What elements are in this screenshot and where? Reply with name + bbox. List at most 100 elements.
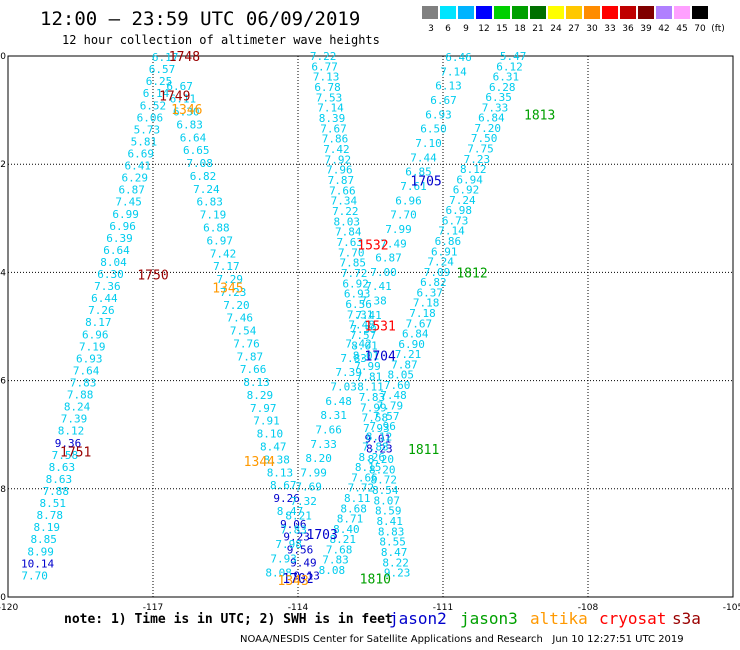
wave-height-value: 9.13 [293, 569, 320, 582]
wave-height-value: 7.19 [79, 340, 106, 353]
legend-swatch [656, 6, 672, 19]
wave-height-value: 7.18 [413, 297, 440, 310]
wave-height-value: 7.72 [348, 482, 375, 495]
wave-height-value: 9.36 [55, 437, 82, 450]
wave-height-value: 8.19 [33, 521, 60, 534]
legend-swatch [674, 6, 690, 19]
wave-height-value: 6.46 [445, 51, 472, 64]
wave-height-value: 8.38 [263, 453, 290, 466]
wave-height-value: 7.86 [322, 133, 349, 146]
pass-time-label: 1346 [171, 103, 202, 118]
wave-height-value: 7.14 [438, 225, 465, 238]
pass-time-label: 1812 [456, 266, 487, 281]
wave-height-value: 8.20 [368, 453, 395, 466]
wave-height-value: 6.92 [453, 184, 480, 197]
wave-height-value: 8.85 [30, 533, 57, 546]
wave-height-value: 8.59 [375, 505, 402, 518]
wave-height-value: 6.93 [76, 352, 103, 365]
pass-time-label: 1343 [278, 574, 309, 589]
wave-height-value: 8.67 [270, 479, 297, 492]
wave-height-value: 6.56 [345, 298, 372, 311]
wave-height-value: 6.97 [206, 234, 233, 247]
wave-height-value: 8.13 [243, 376, 270, 389]
wave-height-value: 5.81 [131, 135, 158, 148]
satellite-cryosat: cryosat [599, 609, 667, 628]
wave-height-value: 7.66 [240, 363, 267, 376]
map-subtitle: 12 hour collection of altimeter wave hei… [62, 33, 380, 47]
wave-height-value: 7.50 [471, 132, 498, 145]
legend-swatch [476, 6, 492, 19]
satellite-jason3: jason3 [460, 609, 518, 628]
legend-label: 45 [676, 24, 688, 34]
wave-height-value: 8.47 [260, 441, 287, 454]
wave-height-value: 6.64 [180, 131, 207, 144]
legend-label: 12 [478, 24, 490, 34]
pass-time-label: 1531 [365, 320, 396, 335]
wave-height-value: 8.03 [334, 215, 361, 228]
legend-label: 39 [640, 24, 652, 34]
wave-height-value: 7.39 [350, 323, 377, 336]
satellite-jason2: jason2 [389, 609, 447, 628]
wave-height-value: 7.41 [365, 280, 392, 293]
wave-height-value: 6.88 [203, 221, 230, 234]
x-tick-label: -108 [578, 603, 599, 613]
wave-height-value: 7.00 [370, 266, 397, 279]
wave-height-value: 7.70 [390, 209, 417, 222]
wave-height-value: 6.44 [91, 292, 118, 305]
satellite-altika: altika [530, 609, 588, 628]
wave-height-value: 7.44 [410, 151, 437, 164]
wave-height-value: 8.12 [460, 163, 487, 176]
wave-height-value: 7.70 [21, 569, 48, 582]
wave-height-value: 7.39 [335, 366, 362, 379]
wave-height-value: 7.08 [186, 157, 213, 170]
wave-height-value: 7.61 [400, 180, 427, 193]
wave-height-value: 9.01 [365, 432, 392, 445]
wave-height-value: 7.26 [88, 304, 115, 317]
wave-height-value: 7.87 [237, 350, 264, 363]
wave-height-value: 8.99 [27, 545, 54, 558]
wave-height-value: 8.41 [376, 515, 403, 528]
legend-swatch [422, 6, 438, 19]
pass-time-label: 1702 [282, 572, 313, 587]
wave-height-value: 6.06 [137, 111, 164, 124]
wave-height-value: 7.18 [409, 307, 436, 320]
wave-height-value: 8.40 [333, 523, 360, 536]
wave-height-value: 6.77 [311, 60, 338, 73]
wave-height-value: 7.17 [213, 260, 240, 273]
wave-height-value: 8.01 [353, 350, 380, 363]
wave-height-value: 7.21 [395, 348, 422, 361]
x-tick-label: -117 [143, 603, 163, 613]
wave-height-value: 8.47 [277, 505, 304, 518]
pass-time-label: 1810 [360, 573, 391, 588]
y-tick-label: -8 [0, 485, 6, 495]
wave-height-value: 6.13 [435, 80, 462, 93]
satellite-s3a: s3a [672, 609, 701, 628]
wave-height-value: 6.83 [176, 118, 203, 131]
wave-height-value: 8.11 [344, 492, 371, 505]
wave-height-value: 6.48 [325, 395, 352, 408]
wave-height-value: 7.20 [223, 299, 250, 312]
wave-height-value: 6.28 [489, 81, 516, 94]
wave-height-value: 6.50 [420, 123, 447, 136]
wave-height-value: 7.58 [52, 449, 79, 462]
legend-label: 18 [514, 24, 526, 34]
wave-height-value: 8.10 [257, 428, 284, 441]
pass-time-label: 1751 [60, 446, 91, 461]
wave-height-value: 7.57 [350, 329, 377, 342]
wave-height-value: 8.15 [355, 461, 382, 474]
wave-height-value: 8.12 [58, 425, 85, 438]
legend-swatch [494, 6, 510, 19]
wave-height-value: 8.26 [358, 451, 385, 464]
pass-time-label: 1345 [212, 282, 243, 297]
wave-height-value: 8.31 [320, 409, 347, 422]
wave-height-value: 6.84 [478, 112, 505, 125]
wave-height-value: 7.49 [380, 237, 407, 250]
wave-height-value: 7.93 [363, 422, 390, 435]
wave-height-value: 7.79 [377, 399, 404, 412]
wave-height-value: 6.96 [395, 194, 422, 207]
wave-height-value: 7.54 [230, 325, 257, 338]
wave-height-value: 7.45 [115, 196, 142, 209]
legend-label: 9 [463, 24, 469, 34]
wave-height-value: 8.23 [366, 443, 393, 456]
